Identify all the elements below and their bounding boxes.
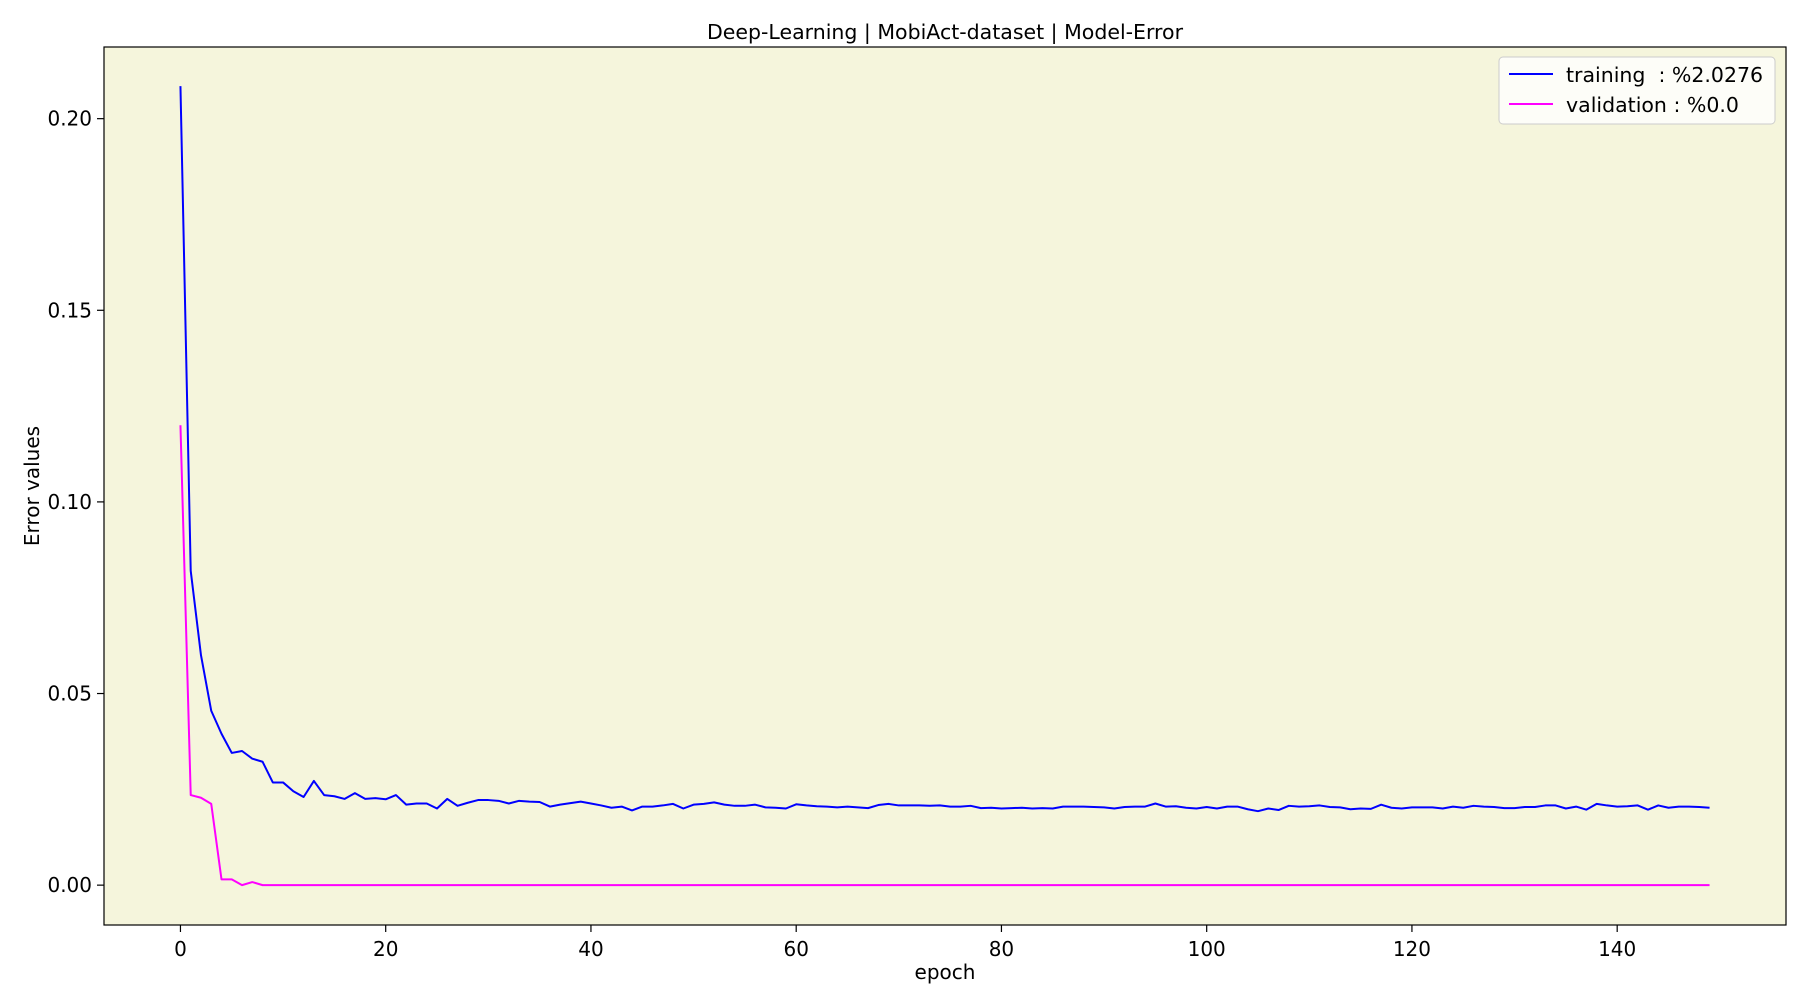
y-tick-label: 0.00 (47, 873, 92, 897)
legend-label-training: training : %2.0276 (1566, 63, 1763, 87)
y-tick-label: 0.05 (47, 682, 92, 706)
series-line-training (179, 86, 1710, 813)
x-tick-label: 80 (989, 937, 1014, 961)
x-tick-label: 20 (373, 937, 398, 961)
y-tick-label: 0.10 (47, 490, 92, 514)
x-tick-label: 120 (1393, 937, 1431, 961)
x-tick-label: 0 (174, 937, 187, 961)
x-tick-label: 100 (1188, 937, 1226, 961)
plot-area (104, 47, 1786, 925)
x-tick-label: 40 (578, 937, 603, 961)
legend-label-validation: validation : %0.0 (1566, 93, 1739, 117)
y-tick-label: 0.20 (47, 107, 92, 131)
x-axis-title: epoch (915, 960, 976, 984)
x-axis: 0 20 40 60 80 100 120 140 (174, 925, 1636, 961)
chart-title: Deep-Learning | MobiAct-dataset | Model-… (707, 20, 1184, 45)
y-axis-title: Error values (20, 426, 44, 546)
x-tick-label: 60 (783, 937, 808, 961)
legend-box (1498, 56, 1776, 125)
series-line-validation (179, 425, 1710, 887)
y-axis: 0.00 0.05 0.10 0.15 0.20 (47, 107, 104, 897)
plot-frame (103, 46, 1787, 926)
y-tick-label: 0.15 (47, 298, 92, 322)
x-tick-label: 140 (1598, 937, 1636, 961)
legend: training : %2.0276 validation : %0.0 (1498, 56, 1776, 125)
